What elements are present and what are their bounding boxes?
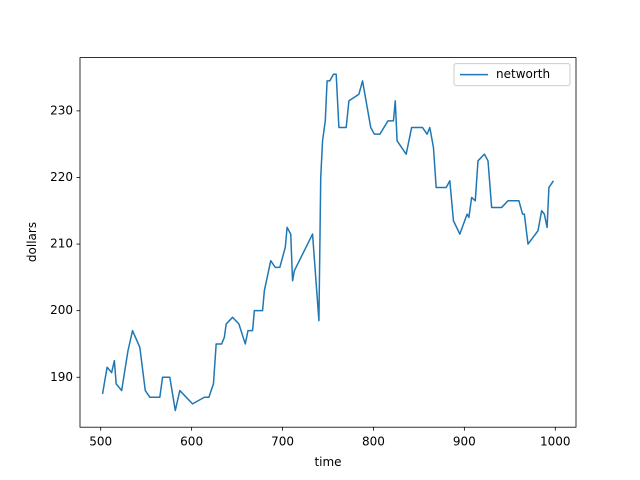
data-line xyxy=(101,73,555,412)
x-tick-label: 500 xyxy=(89,435,112,449)
y-axis-label: dollars xyxy=(25,222,39,262)
x-tick-label: 800 xyxy=(362,435,385,449)
y-tick-label: 220 xyxy=(50,170,73,184)
legend-label: networth xyxy=(496,67,550,81)
plot-frame xyxy=(79,57,577,428)
x-tick-label: 700 xyxy=(271,435,294,449)
y-tick-label: 230 xyxy=(50,103,73,117)
y-tick-label: 190 xyxy=(50,370,73,384)
legend: networth xyxy=(453,63,571,87)
y-tick-label: 200 xyxy=(50,303,73,317)
legend-box xyxy=(453,63,571,87)
x-tick-label: 600 xyxy=(180,435,203,449)
y-tick-label: 210 xyxy=(50,237,73,251)
x-tick-label: 900 xyxy=(453,435,476,449)
x-axis-label: time xyxy=(314,455,341,469)
x-tick-label: 1000 xyxy=(540,435,571,449)
